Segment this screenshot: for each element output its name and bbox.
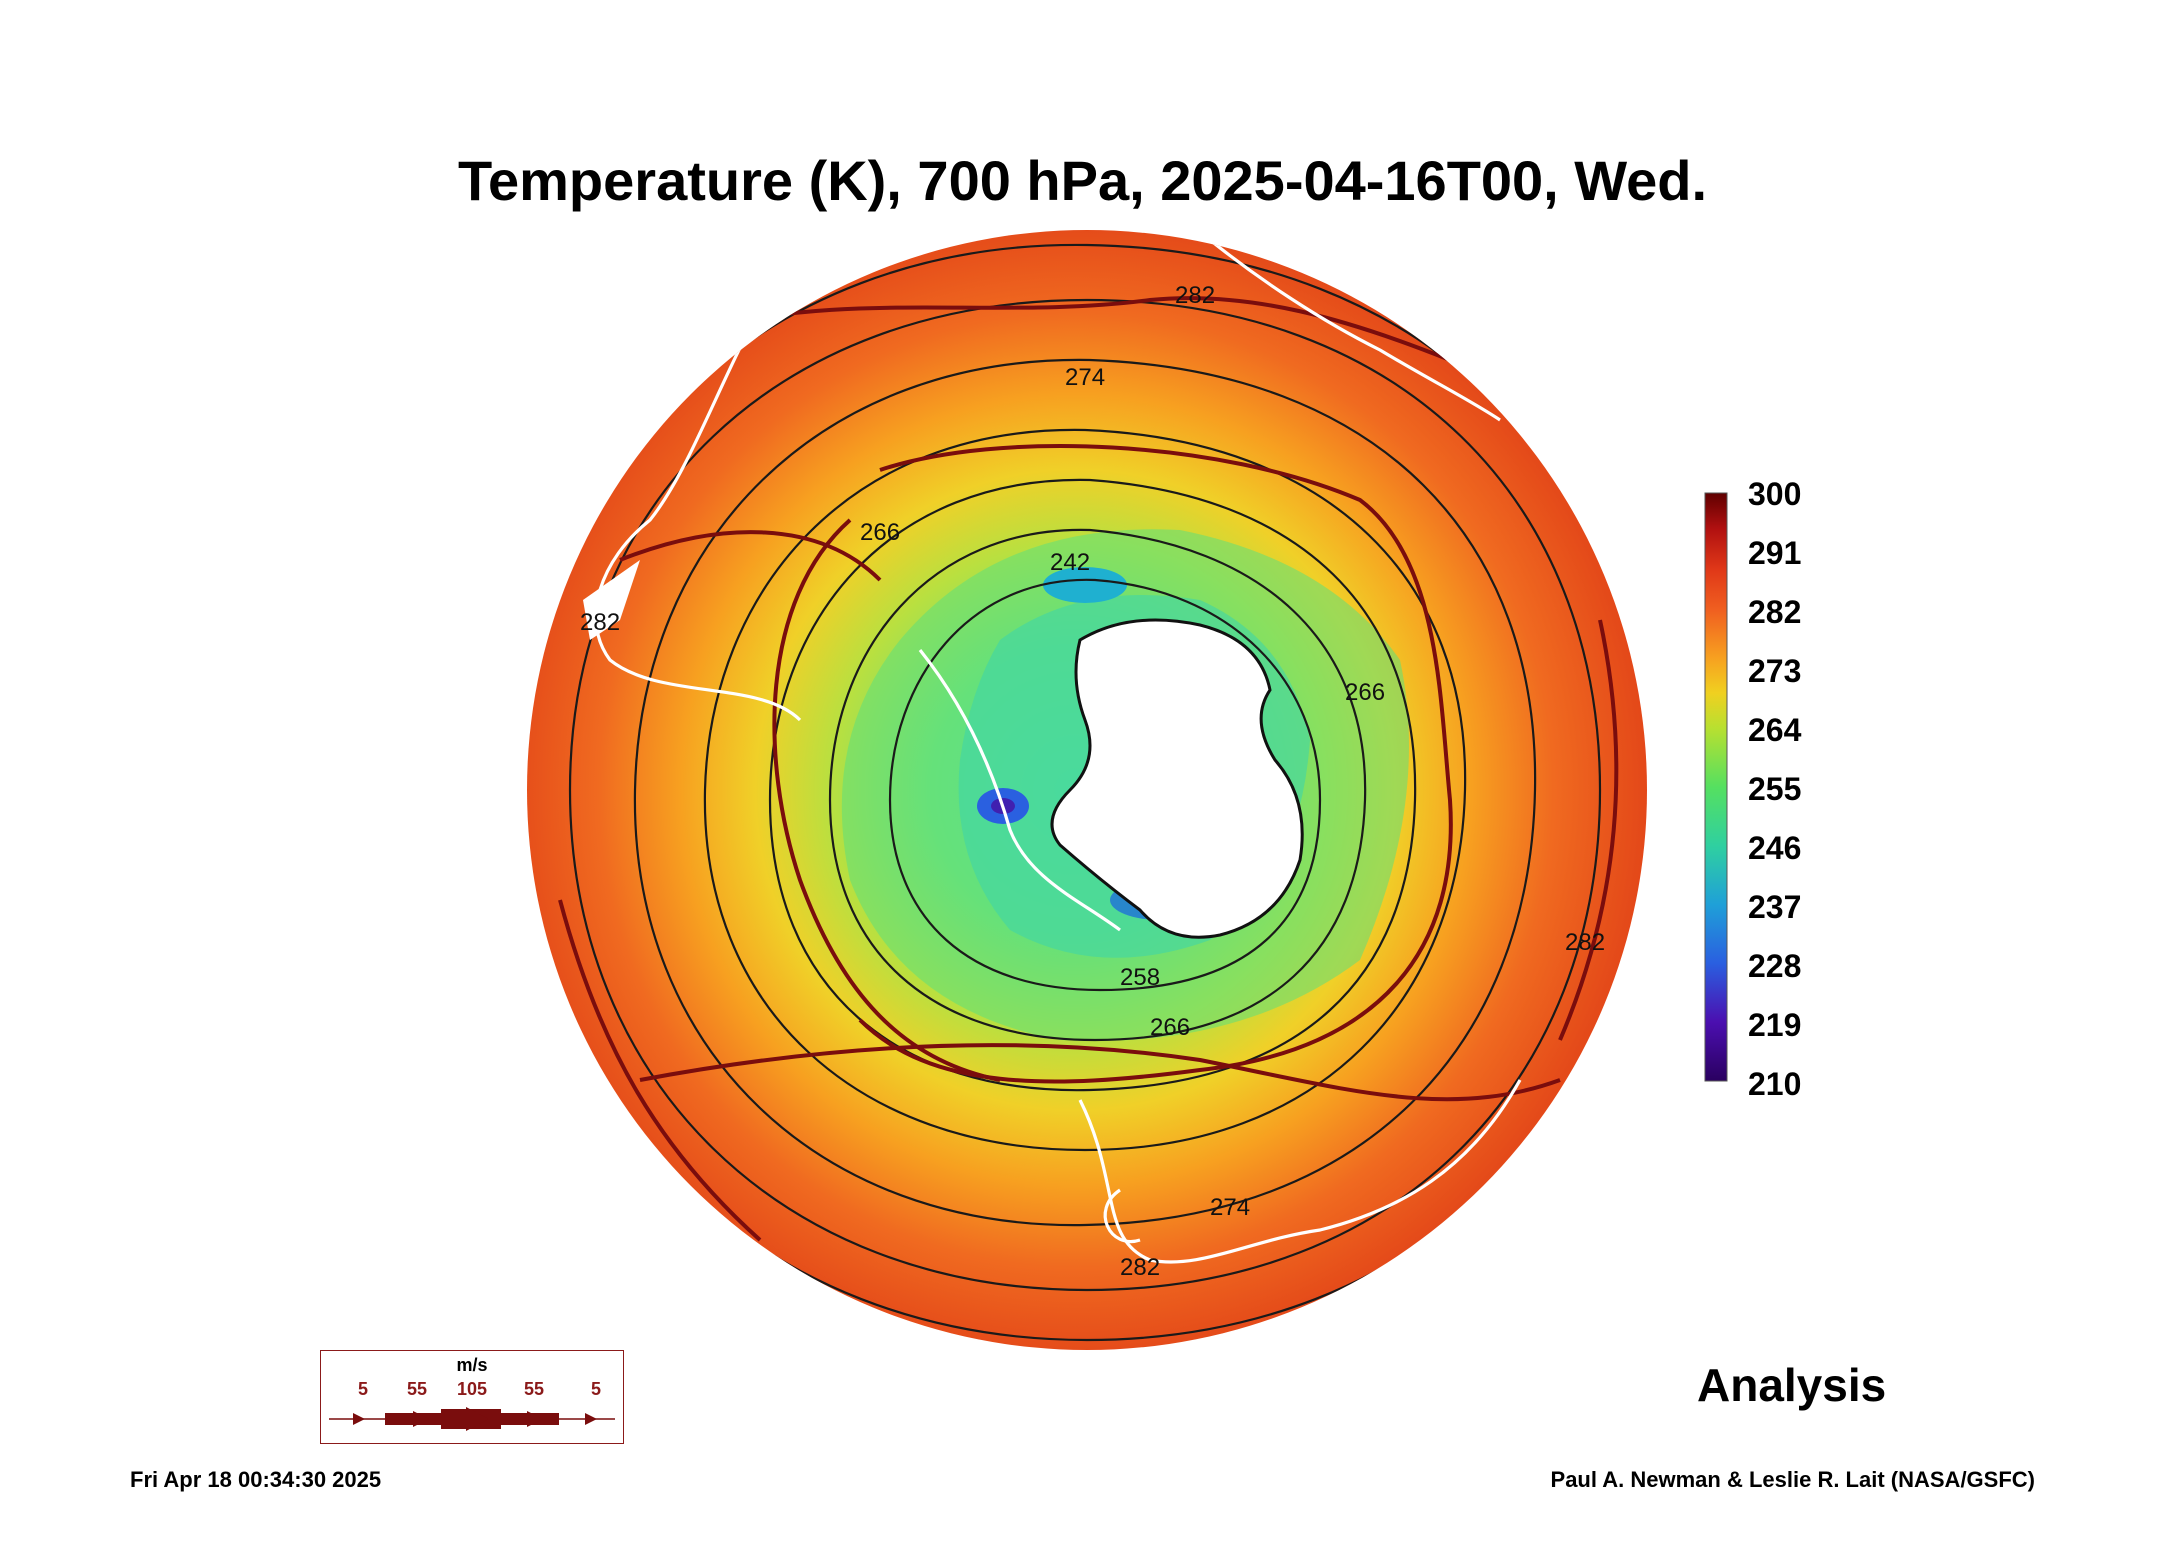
contour-label: 274 — [1065, 364, 1105, 391]
contour-label: 282 — [1175, 282, 1215, 309]
contour-label-group: 282 274 266 242 266 258 266 274 282 282 … — [580, 282, 1605, 1281]
contour-label: 282 — [1565, 929, 1605, 956]
colorbar-tick-label: 264 — [1748, 712, 1802, 748]
wind-speed-label: 5 — [357, 1379, 369, 1399]
contour-label: 282 — [580, 609, 620, 636]
africa-tip — [583, 560, 640, 640]
colorbar-tick-label: 300 — [1748, 476, 1802, 512]
product-label: Analysis — [1697, 1359, 1887, 1411]
wind-arrow-scale — [329, 1407, 615, 1431]
colorbar-tick-label: 282 — [1748, 594, 1802, 630]
wind-unit-label: m/s — [456, 1355, 488, 1375]
wind-speed-label: 5 — [590, 1379, 602, 1399]
colorbar-tick-label: 237 — [1748, 889, 1802, 925]
colorbar-tick-label: 291 — [1748, 535, 1802, 571]
wind-speed-label: 105 — [456, 1379, 488, 1399]
colorbar-tick-label: 219 — [1748, 1007, 1802, 1043]
map-layers — [527, 238, 1647, 1342]
wind-speed-label: 55 — [523, 1379, 545, 1399]
contour-label: 242 — [1050, 549, 1090, 576]
contour-label: 266 — [860, 519, 900, 546]
colorbar — [1704, 492, 1728, 1082]
antarctica-land — [1050, 618, 1304, 939]
contour-label: 266 — [1150, 1014, 1190, 1041]
wind-streamlines — [558, 296, 1619, 1242]
colorbar-tick-label: 228 — [1748, 948, 1802, 984]
cold-pocket — [1043, 567, 1127, 603]
colorbar-tick-label: 255 — [1748, 771, 1802, 807]
colorbar-tick-label: 210 — [1748, 1066, 1802, 1102]
colorbar-tick-label: 246 — [1748, 830, 1802, 866]
contour-label: 258 — [1120, 964, 1160, 991]
timestamp: Fri Apr 18 00:34:30 2025 — [130, 1467, 382, 1492]
contour-label: 282 — [1120, 1254, 1160, 1281]
chart-title: Temperature (K), 700 hPa, 2025-04-16T00,… — [457, 149, 1708, 212]
credit-line: Paul A. Newman & Leslie R. Lait (NASA/GS… — [1550, 1467, 2035, 1492]
contour-label: 274 — [1210, 1194, 1250, 1221]
wind-speed-legend: m/s 5 55 105 55 5 — [320, 1350, 624, 1444]
continent-outlines — [594, 238, 1522, 1264]
wind-speed-label: 55 — [406, 1379, 428, 1399]
colorbar-tick-label: 273 — [1748, 653, 1802, 689]
contour-label: 266 — [1345, 679, 1385, 706]
